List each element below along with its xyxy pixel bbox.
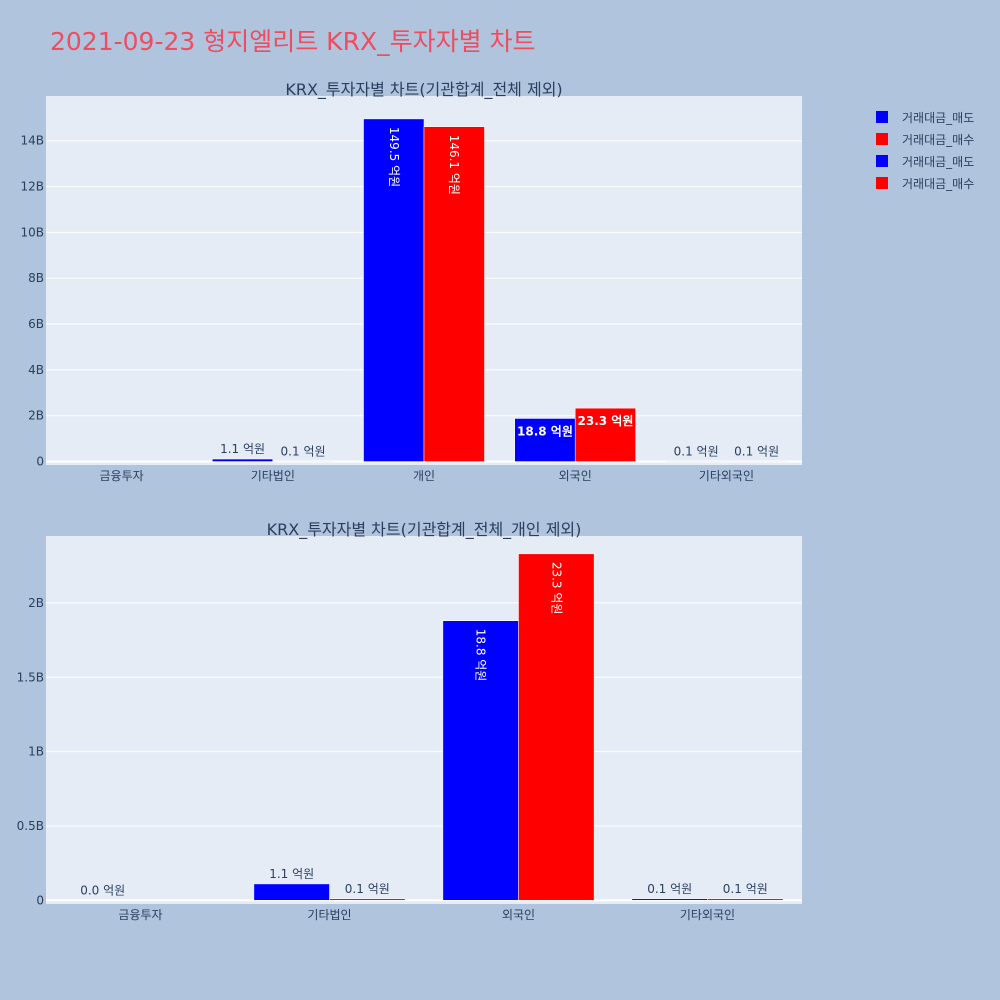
sell-bar — [212, 458, 274, 462]
x-tick-label: 외국인 — [559, 469, 592, 483]
y-tick-label: 0 — [36, 893, 44, 907]
legend-swatch — [876, 133, 888, 145]
data-label: 0.1 억원 — [281, 444, 326, 458]
legend-label: 거래대금_매도 — [902, 110, 975, 125]
x-tick-label: 기타법인 — [307, 908, 351, 922]
legend-item-sell-1[interactable]: 거래대금_매도 — [876, 106, 974, 128]
y-tick-label: 2B — [28, 409, 44, 423]
legend-item-buy-1[interactable]: 거래대금_매수 — [876, 128, 974, 150]
data-label: 18.8 억원 — [517, 424, 573, 438]
plot-area — [46, 536, 802, 904]
y-tick-label: 6B — [28, 317, 44, 331]
x-tick-label: 기타법인 — [251, 469, 295, 483]
page-title: 2021-09-23 형지엘리트 KRX_투자자별 차트 — [50, 27, 536, 56]
data-label: 0.1 억원 — [674, 444, 719, 458]
chart-title: KRX_투자자별 차트(기관합계_전체_개인 제외) — [267, 520, 582, 540]
y-tick-label: 14B — [20, 134, 44, 148]
legend-swatch — [876, 155, 888, 167]
chart-title: KRX_투자자별 차트(기관합계_전체 제외) — [285, 80, 562, 100]
legend: 거래대금_매도 거래대금_매수 거래대금_매도 거래대금_매수 — [876, 106, 974, 194]
y-tick-label: 2B — [28, 596, 44, 610]
sell-bar — [631, 898, 708, 901]
sell-bar — [363, 118, 425, 462]
data-label: 0.1 억원 — [647, 882, 692, 896]
y-tick-label: 0.5B — [17, 819, 44, 833]
sell-bar — [514, 418, 576, 462]
legend-swatch — [876, 111, 888, 123]
y-tick-label: 10B — [20, 225, 44, 239]
data-label: 1.1 억원 — [220, 442, 265, 456]
legend-item-buy-2[interactable]: 거래대금_매수 — [876, 172, 974, 194]
legend-swatch — [876, 177, 888, 189]
buy-bar — [518, 553, 595, 901]
buy-bar — [423, 126, 485, 462]
y-tick-label: 4B — [28, 363, 44, 377]
x-tick-label: 금융투자 — [100, 469, 144, 483]
buy-bar — [329, 898, 406, 901]
y-tick-label: 1.5B — [17, 670, 44, 684]
data-label: 146.1 억원 — [447, 135, 461, 195]
y-tick-label: 12B — [20, 180, 44, 194]
x-tick-label: 금융투자 — [118, 908, 162, 922]
data-label: 23.3 억원 — [549, 562, 563, 615]
x-tick-label: 기타외국인 — [699, 469, 754, 483]
data-label: 0.1 억원 — [723, 882, 768, 896]
data-label: 23.3 억원 — [578, 414, 634, 428]
legend-label: 거래대금_매도 — [902, 154, 975, 169]
data-label: 0.1 억원 — [345, 882, 390, 896]
x-tick-label: 외국인 — [502, 908, 535, 922]
legend-label: 거래대금_매수 — [902, 176, 975, 191]
legend-label: 거래대금_매수 — [902, 132, 975, 147]
x-tick-label: 개인 — [413, 469, 435, 483]
data-label: 149.5 억원 — [387, 127, 401, 187]
data-label: 0.0 억원 — [80, 883, 125, 897]
data-label: 0.1 억원 — [734, 444, 779, 458]
legend-item-sell-2[interactable]: 거래대금_매도 — [876, 150, 974, 172]
data-label: 1.1 억원 — [269, 867, 314, 881]
y-tick-label: 0 — [36, 455, 44, 469]
buy-bar — [707, 898, 784, 901]
sell-bar — [442, 620, 519, 901]
buy-bar — [574, 407, 636, 462]
x-tick-label: 기타외국인 — [680, 908, 735, 922]
data-label: 18.8 억원 — [474, 629, 488, 682]
y-tick-label: 8B — [28, 271, 44, 285]
sell-bar — [253, 883, 330, 901]
y-tick-label: 1B — [28, 745, 44, 759]
